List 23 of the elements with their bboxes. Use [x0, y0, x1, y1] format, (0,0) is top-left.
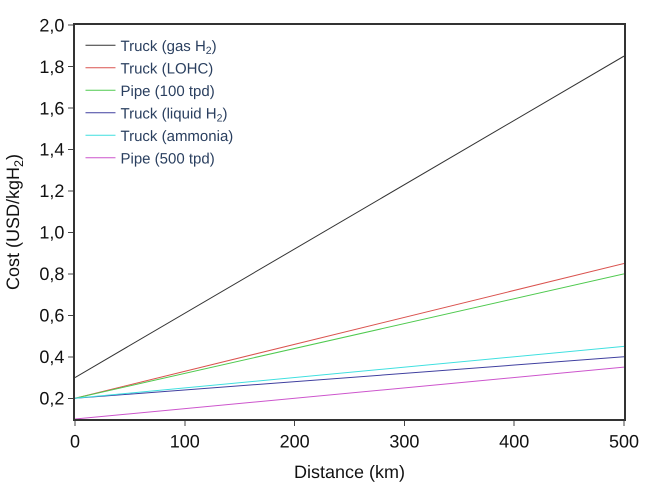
- y-tick-label: 0,6: [39, 306, 64, 326]
- x-axis-title: Distance (km): [294, 462, 406, 482]
- y-tick-label: 2,0: [39, 15, 64, 36]
- legend-label: Pipe (500 tpd): [120, 150, 215, 168]
- y-tick-label: 1,0: [39, 222, 64, 243]
- legend-label: Truck (gas H$_{2}$): [120, 38, 217, 58]
- x-tick-label: 200: [280, 432, 310, 452]
- y-tick-label: 1,4: [39, 140, 64, 160]
- x-tick-label: 0: [70, 432, 80, 452]
- y-tick-label: 1,8: [39, 56, 64, 77]
- x-tick-label: 100: [170, 432, 200, 452]
- y-tick-label: 0,2: [39, 388, 64, 409]
- x-tick-label: 500: [608, 432, 640, 452]
- legend-label: Truck (LOHC): [120, 60, 214, 78]
- x-tick-label: 400: [499, 432, 530, 452]
- x-tick-label: 300: [389, 432, 420, 452]
- legend-label: Truck (ammonia): [120, 128, 234, 146]
- y-tick-label: 0,8: [39, 264, 64, 284]
- legend-label: Pipe (100 tpd): [120, 83, 215, 100]
- y-tick-label: 1,6: [39, 98, 64, 118]
- y-tick-label: 1,2: [39, 181, 64, 202]
- y-tick-label: 0,4: [39, 347, 64, 368]
- legend-label: Truck (liquid H$_{2}$): [120, 106, 228, 125]
